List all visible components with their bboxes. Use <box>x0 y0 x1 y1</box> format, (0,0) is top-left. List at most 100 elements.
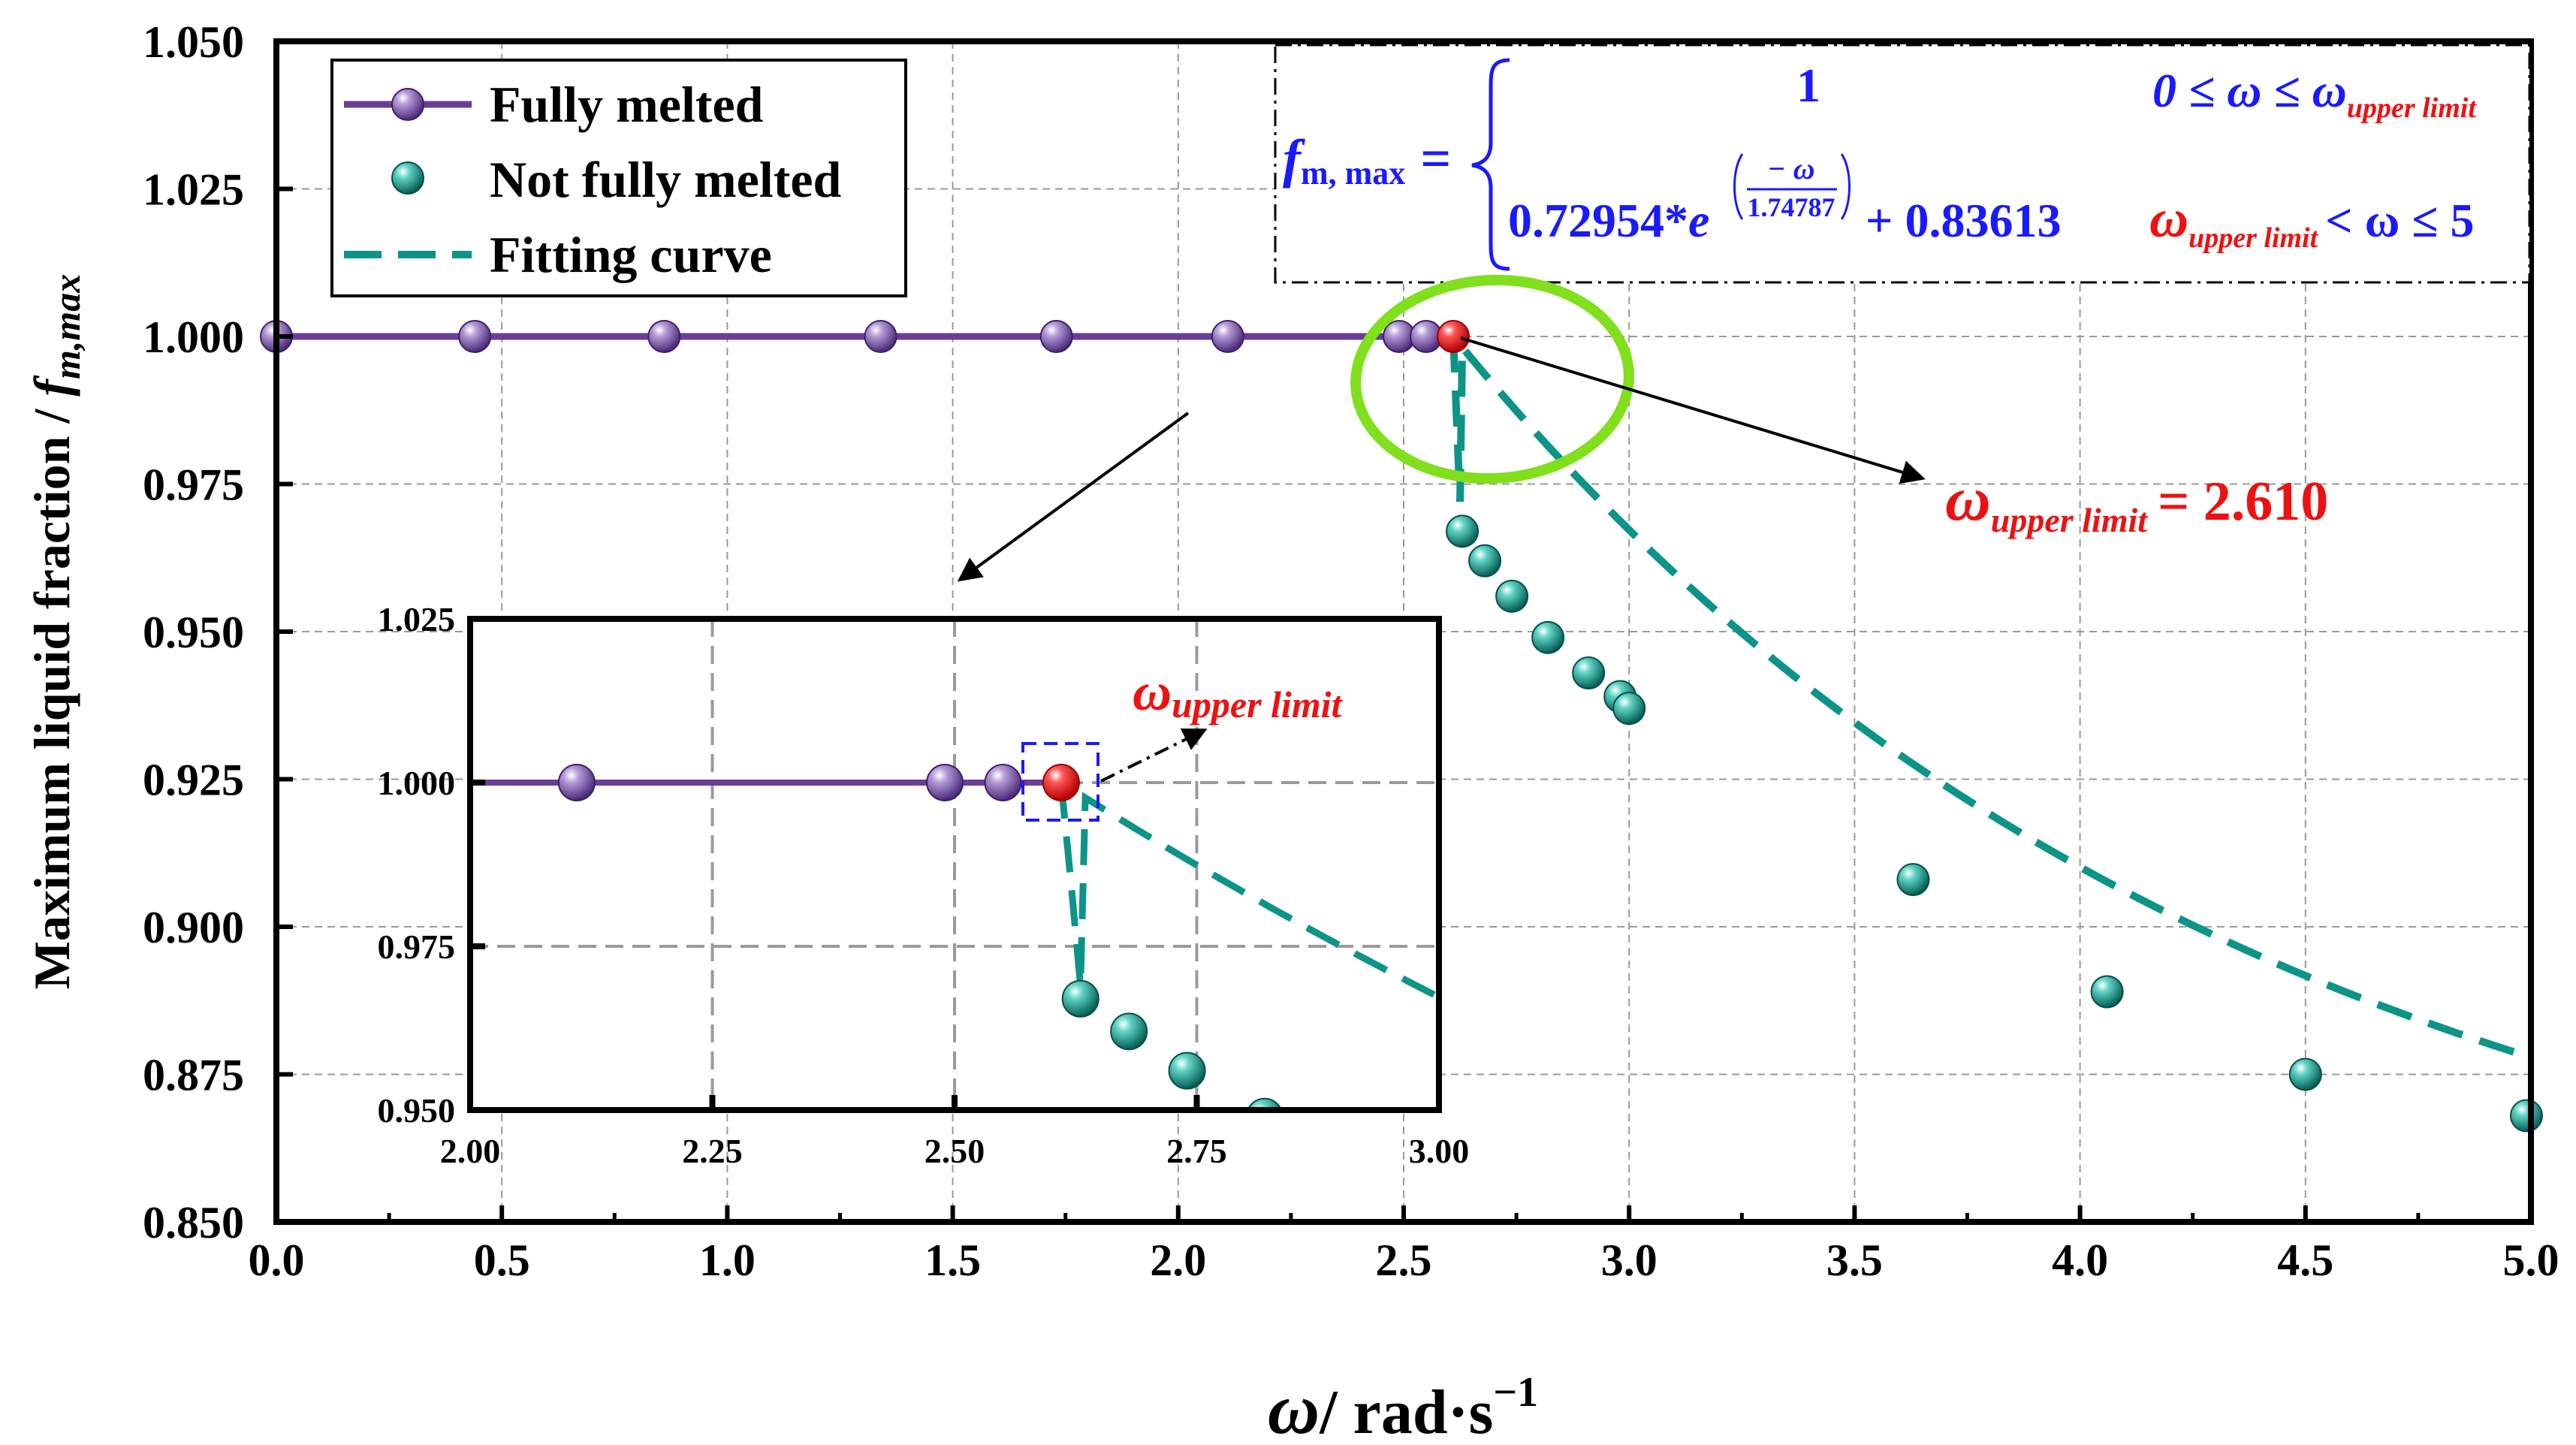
x-tick-label: 2.0 <box>1150 1235 1206 1285</box>
equation-exp-paren-left <box>1733 153 1744 220</box>
x-tick-label: 3.5 <box>1826 1235 1883 1285</box>
inset-y-tick-label: 1.025 <box>378 600 456 638</box>
not-fully-melted-point <box>1468 544 1502 578</box>
fully-melted-point <box>647 320 681 353</box>
x-tick-label: 5.0 <box>2503 1235 2559 1285</box>
x-tick-label: 2.5 <box>1376 1235 1432 1285</box>
equation-case1-value: 1 <box>1796 59 1820 112</box>
arrow-to-annotation <box>1460 336 1926 484</box>
y-axis-main: Maximum liquid fraction / <box>23 397 80 990</box>
not-fully-melted-point <box>1572 656 1606 690</box>
equation-case1-condition-sub: upper limit <box>2347 92 2478 124</box>
inset-x-tick-label: 2.50 <box>925 1132 985 1170</box>
x-tick-label: 0.5 <box>474 1235 530 1285</box>
equation-case2-condition: ωupper limit < ω ≤ 5 <box>2149 189 2475 254</box>
equation-border <box>1274 44 2531 284</box>
y-tick-label: 1.000 <box>143 312 244 362</box>
inset-x-tick-label: 3.00 <box>1409 1132 1470 1170</box>
legend-label-not-fully-melted: Not fully melted <box>490 151 842 208</box>
y-tick-label: 0.975 <box>143 460 244 510</box>
x-axis-title: ω/ rad·s−1 <box>1268 1368 1538 1445</box>
equation-case2-expression: 0.72954*e <box>1508 194 1709 247</box>
y-axis-subscript: m,max <box>46 274 88 379</box>
not-fully-melted-point <box>1531 620 1565 654</box>
inset-not-fully-melted-point <box>1110 1012 1148 1051</box>
x-tick-label: 3.0 <box>1601 1235 1658 1285</box>
inset-arrow <box>1100 729 1208 783</box>
equation-brace <box>1471 58 1510 271</box>
x-tick-label: 4.0 <box>2052 1235 2108 1285</box>
arrow-to-inset <box>957 412 1190 582</box>
inset-upper-limit-point <box>1042 764 1080 801</box>
fully-melted-point <box>1211 320 1244 353</box>
upper-limit-point <box>1437 320 1470 353</box>
equation-case2-const: + 0.83613 <box>1866 194 2061 247</box>
inset-tick-labels: 2.00 2.25 2.50 2.75 3.00 0.950 0.975 1.000 1.025 <box>378 600 1470 1170</box>
equation-case2-cond-symbol: ω <box>2149 189 2188 249</box>
legend-marker-not-fully-melted <box>391 161 424 195</box>
y-tick-label: 1.050 <box>143 17 244 67</box>
inset-x-tick-label: 2.75 <box>1166 1132 1227 1170</box>
x-axis-symbol: ω <box>1268 1368 1320 1445</box>
fully-melted-point <box>864 320 897 353</box>
not-fully-melted-point <box>2288 1057 2322 1091</box>
equation-case2-base: e <box>1688 194 1709 247</box>
highlight-ellipse <box>1350 274 1634 484</box>
y-tick-label: 0.950 <box>143 608 244 657</box>
inset-upper-limit-annotation: ωupper limit <box>1133 662 1344 726</box>
inset-x-tick-label: 2.00 <box>440 1132 501 1170</box>
inset-fully-melted-point <box>926 764 964 801</box>
equation-equals: = <box>1420 128 1451 189</box>
main-axes <box>273 38 2534 1225</box>
equation-exp-denominator: 1.74787 <box>1748 192 1835 222</box>
inset-fully-melted-point <box>984 764 1022 801</box>
x-tick-label: 1.5 <box>925 1235 981 1285</box>
inset-upper-limit-sub: upper limit <box>1172 683 1344 726</box>
fitting-curve <box>1449 336 2528 1060</box>
inset-highlight-box <box>1021 742 1099 822</box>
equation-case2-cond-rest: < ω ≤ 5 <box>2325 194 2474 247</box>
legend-marker-fully-melted <box>391 88 424 121</box>
equation-case2-coef: 0.72954* <box>1508 194 1688 247</box>
not-fully-melted-point <box>1495 579 1529 613</box>
equation-lhs: fm, max = <box>1283 128 1451 192</box>
x-tick-label: 4.5 <box>2277 1235 2333 1285</box>
x-axis-exponent: −1 <box>1493 1369 1538 1416</box>
not-fully-melted-point <box>1896 863 1930 897</box>
y-tick-label: 1.025 <box>143 165 244 215</box>
legend-label-fitting-curve: Fitting curve <box>490 226 772 283</box>
inset-plot: ωupper limit 2.00 2.25 2.50 2.75 3.00 0.950 0.… <box>378 600 1470 1170</box>
upper-limit-value: = 2.610 <box>2158 471 2328 532</box>
not-fully-melted-point <box>2509 1099 2543 1133</box>
inset-not-fully-melted-point <box>1247 1097 1283 1110</box>
y-tick-label: 0.875 <box>143 1051 244 1100</box>
inset-upper-limit-symbol: ω <box>1133 662 1172 722</box>
not-fully-melted-point <box>2090 975 2124 1009</box>
fully-melted-point <box>458 320 492 353</box>
equation-case2-cond-sub: upper limit <box>2188 222 2319 254</box>
equation-exp-numerator: − ω <box>1767 152 1814 186</box>
y-tick-label: 0.925 <box>143 756 244 805</box>
upper-limit-sub: upper limit <box>1991 501 2149 539</box>
equation-lhs-sub: m, max <box>1301 155 1405 192</box>
not-fully-melted-point <box>1446 514 1480 548</box>
inset-data-points <box>557 764 1283 1110</box>
upper-limit-symbol: ω <box>1945 464 1991 534</box>
inset-fully-melted-point <box>557 764 596 801</box>
y-axis-title: Maximum liquid fraction / fm,max <box>23 274 88 990</box>
inset-fitting-curve <box>1057 782 1436 998</box>
inset-not-fully-melted-point <box>1061 979 1099 1018</box>
y-tick-label: 0.900 <box>143 903 244 952</box>
inset-not-fully-melted-point <box>1168 1051 1206 1090</box>
equation-case1-condition: 0 ≤ ω ≤ ωupper limit <box>2152 64 2477 124</box>
main-tick-labels: 0.0 0.5 1.0 1.5 2.0 2.5 3.0 3.5 4.0 4.5 5.0 0.850 0.… <box>143 17 2559 1285</box>
x-tick-label: 1.0 <box>699 1235 756 1285</box>
x-tick-label: 0.0 <box>249 1235 305 1285</box>
upper-limit-annotation: ωupper limit = 2.610 <box>1945 464 2328 539</box>
y-tick-label: 0.850 <box>143 1198 244 1247</box>
inset-y-tick-label: 1.000 <box>378 764 456 802</box>
inset-y-tick-label: 0.950 <box>378 1091 456 1130</box>
fully-melted-point <box>1039 320 1073 353</box>
x-axis-unit: / rad·s <box>1319 1377 1493 1445</box>
